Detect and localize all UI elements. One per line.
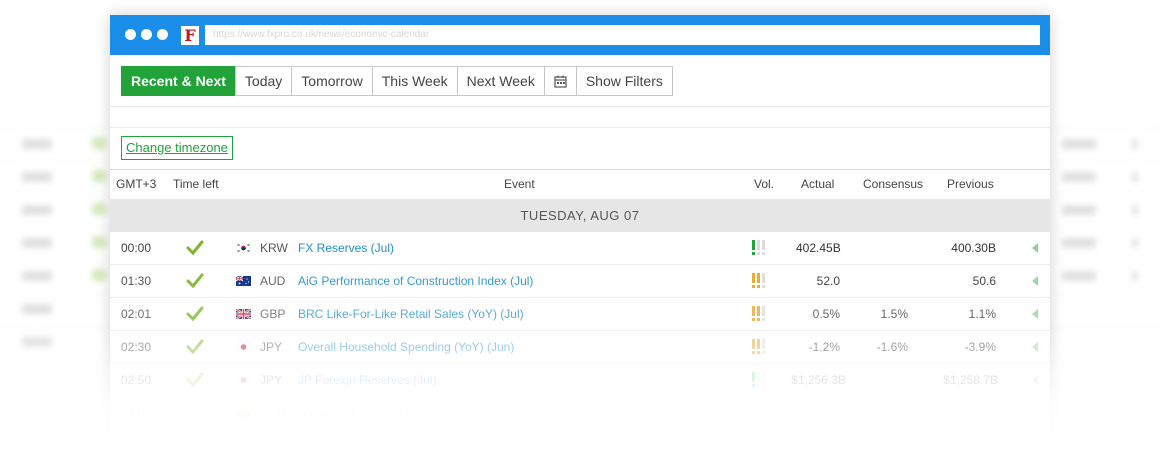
event-time: 03:00 [121,406,152,420]
event-link[interactable]: Balance of Trade (Jun) [298,406,420,420]
change-timezone-button[interactable]: Change timezone [121,136,233,160]
window-dot-icon [125,29,136,40]
consensus-value [876,265,908,297]
consensus-value: 1.5% [880,307,908,321]
previous-value: $1,258.7B [943,373,998,387]
korea-flag-icon [236,243,251,253]
browser-window: F https://www.fxpro.co.uk/news/economic-… [110,15,1050,470]
table-header: GMT+3 Time left Event Vol. Actual Consen… [110,169,1050,200]
australia-flag-icon [236,276,251,286]
table-row[interactable]: 01:30 AUD AiG Performance of Constructio… [110,265,1050,298]
event-link[interactable]: FX Reserves (Jul) [298,241,395,255]
table-row[interactable]: 00:00 KRW FX Reserves (Jul) 402.45B 400.… [110,232,1050,265]
checkmark-icon [186,306,204,322]
actual-value: -1.2% [808,340,840,354]
expand-arrow-icon[interactable] [1032,309,1038,319]
currency-code: AUD [260,274,286,288]
date-header: TUESDAY, AUG 07 [110,199,1050,232]
period-tabs: Recent & Next Today Tomorrow This Week N… [121,66,673,96]
column-event: Event [504,177,535,191]
checkmark-icon [186,339,204,355]
tab-tomorrow[interactable]: Tomorrow [291,66,373,96]
volatility-indicator [752,339,765,357]
currency-code: COP [260,406,287,420]
tab-recent-next[interactable]: Recent & Next [121,66,236,96]
actual-value: $1,256.3B [791,373,846,387]
column-timezone[interactable]: GMT+3 [116,177,157,191]
tab-next-week[interactable]: Next Week [456,66,545,96]
expand-arrow-icon[interactable] [1032,243,1038,253]
consensus-value [876,364,908,396]
previous-value: 1.1% [968,307,996,321]
calendar-button[interactable] [543,66,577,96]
previous-value: -3.9% [964,340,996,354]
tab-this-week[interactable]: This Week [371,66,458,96]
actual-value: 52.0 [816,274,840,288]
column-previous: Previous [947,177,994,191]
checkmark-icon [186,240,204,256]
show-filters-button[interactable]: Show Filters [575,66,673,96]
volatility-indicator [752,273,765,291]
table-row[interactable]: 03:00 COP Balance of Trade (Jun) [110,397,1050,430]
fxpro-logo: F [181,26,199,45]
column-volatility: Vol. [754,177,775,191]
event-link[interactable]: Overall Household Spending (YoY) (Jun) [298,340,515,354]
table-row[interactable]: 02:50 JPY JP Foreign Reserves (Jul) $1,2… [110,364,1050,397]
column-consensus: Consensus [863,177,924,191]
event-time: 02:50 [121,373,152,387]
column-time-left: Time left [173,177,219,191]
window-dot-icon [141,29,152,40]
uk-flag-icon [236,309,251,319]
divider [110,127,1050,128]
event-time: 02:30 [121,340,152,354]
actual-value: 402.45B [796,241,841,255]
column-actual: Actual [801,177,835,191]
event-time: 02:01 [121,307,152,321]
actual-value: 0.5% [812,307,840,321]
calendar-icon [554,75,567,88]
checkmark-icon [186,273,204,289]
browser-title-bar: F https://www.fxpro.co.uk/news/economic-… [110,15,1050,55]
event-time: 00:00 [121,241,152,255]
event-link[interactable]: AiG Performance of Construction Index (J… [298,274,534,288]
volatility-indicator [752,240,765,258]
event-link[interactable]: BRC Like-For-Like Retail Sales (YoY) (Ju… [298,307,524,321]
table-row[interactable]: 02:30 JPY Overall Household Spending (Yo… [110,331,1050,364]
expand-arrow-icon[interactable] [1032,342,1038,352]
volatility-indicator [752,306,765,324]
window-dot-icon [157,29,168,40]
currency-code: KRW [260,241,288,255]
currency-code: GBP [260,307,286,321]
previous-value: 400.30B [951,241,996,255]
expand-arrow-icon[interactable] [1032,375,1038,385]
expand-arrow-icon[interactable] [1032,276,1038,286]
divider [110,106,1050,107]
event-link[interactable]: JP Foreign Reserves (Jul) [298,373,437,387]
currency-code: JPY [260,340,283,354]
consensus-value [876,232,908,264]
japan-flag-icon [236,342,251,352]
events-table: 00:00 KRW FX Reserves (Jul) 402.45B 400.… [110,232,1050,430]
address-bar[interactable]: https://www.fxpro.co.uk/news/economic-ca… [205,25,1040,45]
tab-today[interactable]: Today [234,66,293,96]
event-time: 01:30 [121,274,152,288]
colombia-flag-icon [236,408,251,418]
previous-value: 50.6 [972,274,996,288]
japan-flag-icon [236,375,251,385]
consensus-value: -1.6% [876,340,908,354]
currency-code: JPY [260,373,283,387]
table-row[interactable]: 02:01 GBP BRC Like-For-Like Retail Sales… [110,298,1050,331]
volatility-indicator [752,372,765,390]
checkmark-icon [186,372,204,388]
